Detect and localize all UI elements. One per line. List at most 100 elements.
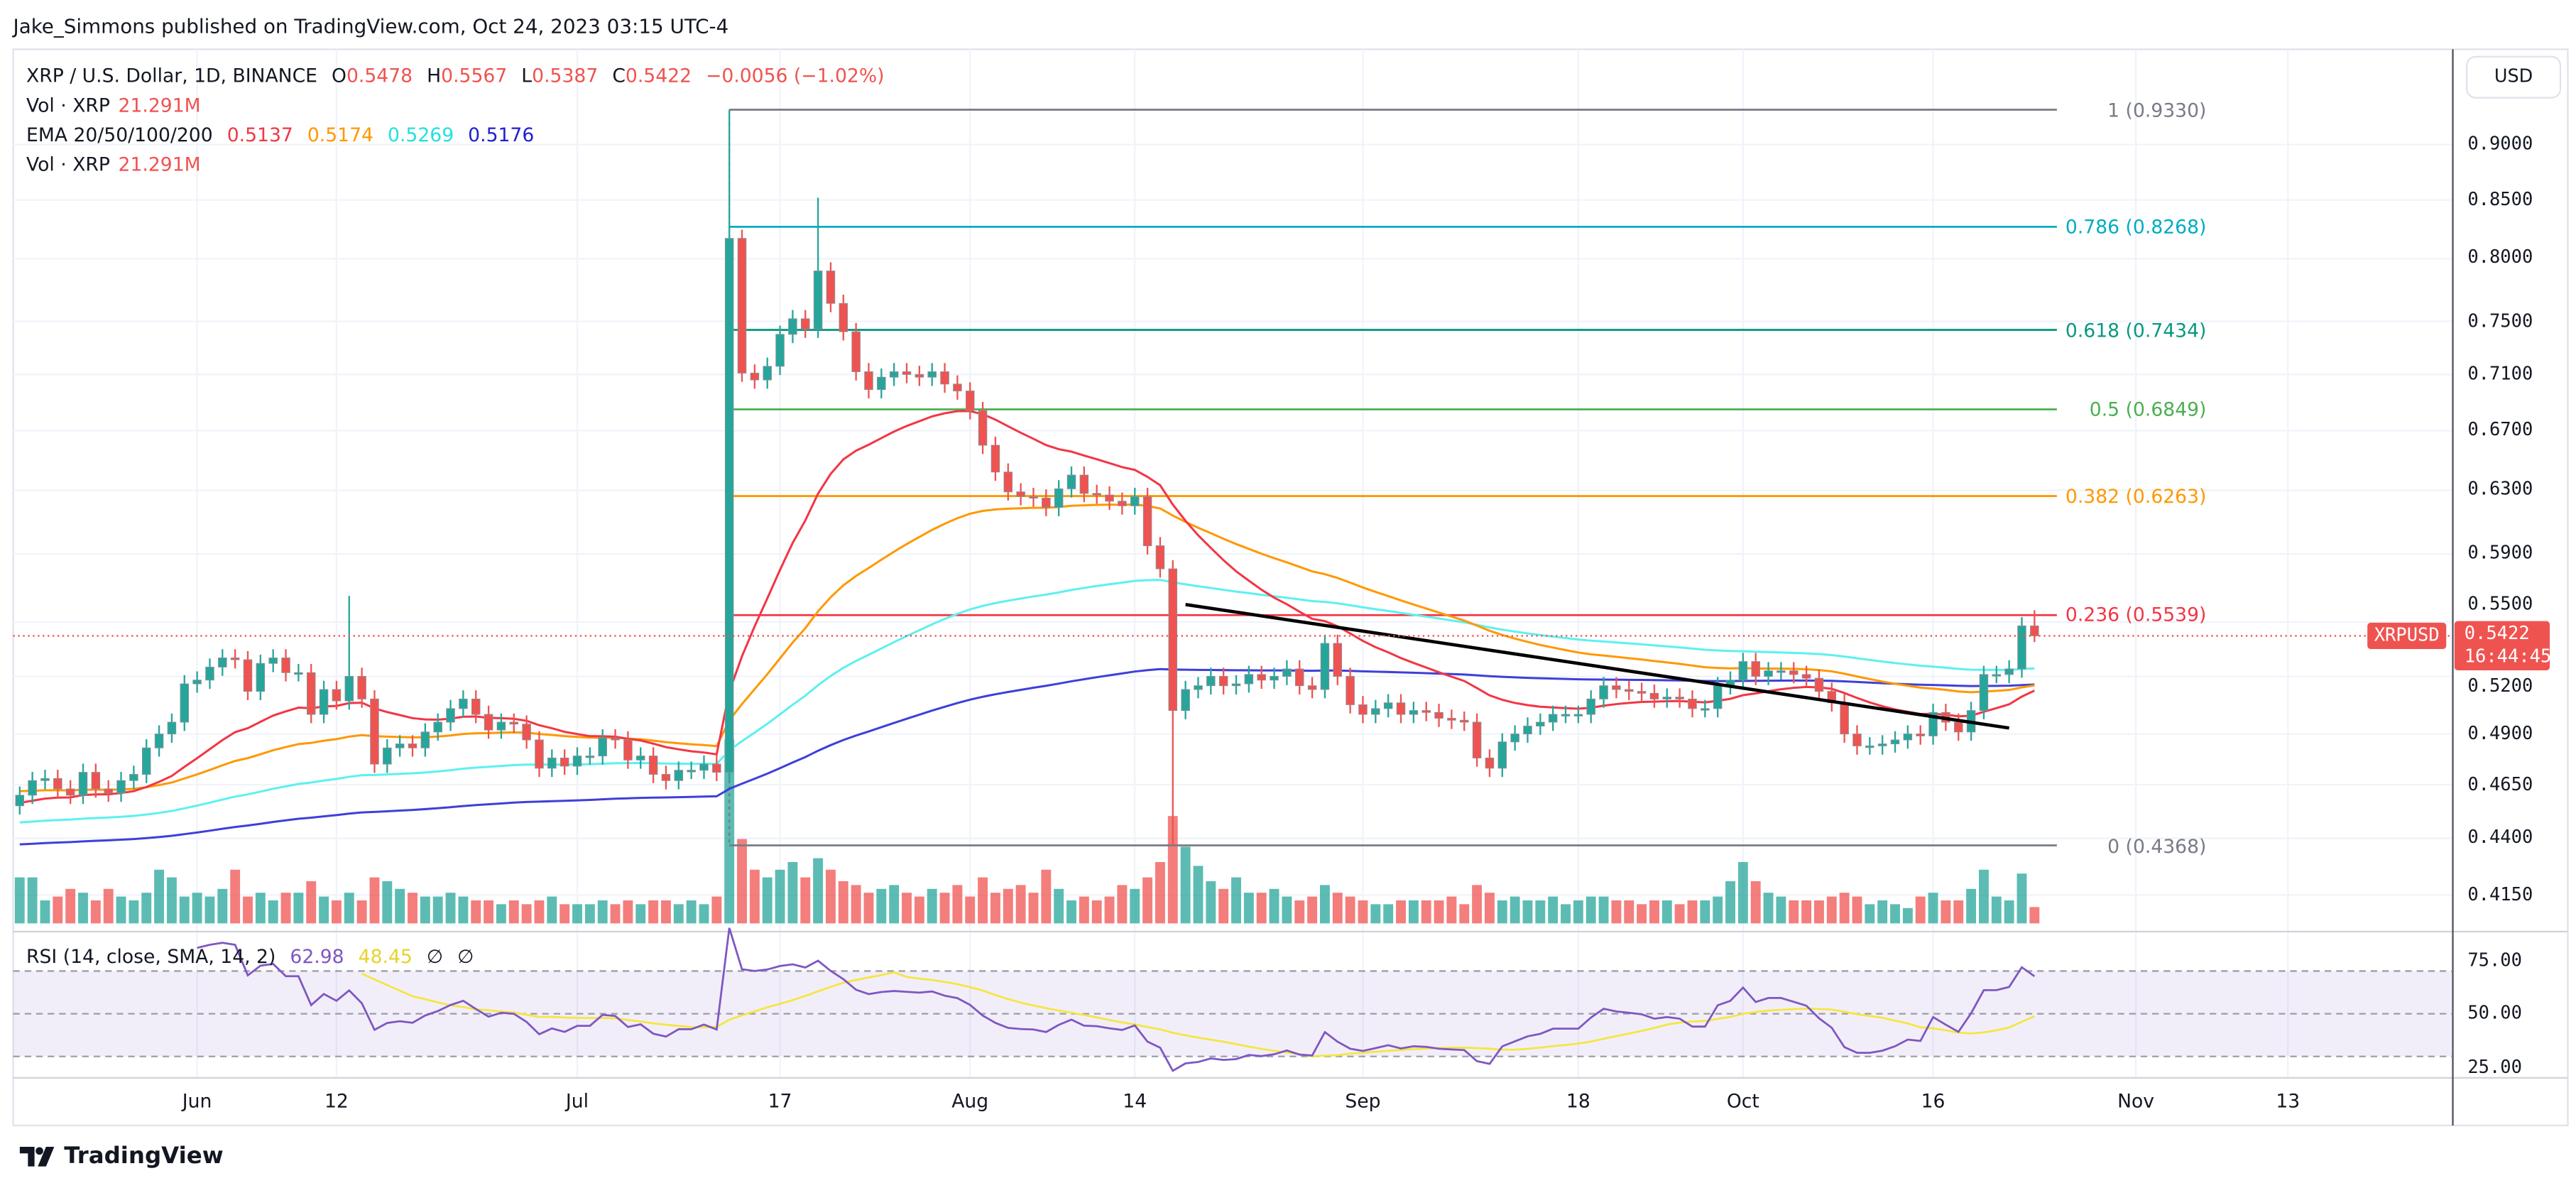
volume-bar: [597, 900, 608, 924]
volume-bar: [369, 877, 380, 924]
candle-body: [915, 374, 924, 378]
volume-bar: [255, 893, 266, 924]
candle-body: [1218, 676, 1228, 687]
volume-bar: [1750, 881, 1761, 924]
candle-body: [1649, 692, 1659, 699]
candle: [813, 197, 823, 338]
time-tick-label: Oct: [1726, 1089, 1759, 1113]
candle: [104, 780, 113, 802]
rsi-tick-label: 25.00: [2467, 1055, 2522, 1077]
volume-bar: [1243, 893, 1254, 924]
volume-bar: [1459, 904, 1470, 924]
volume-bar: [1586, 896, 1596, 924]
candle-body: [560, 757, 569, 767]
candle: [572, 747, 582, 775]
candle: [1561, 705, 1571, 724]
open-label: O: [331, 64, 346, 87]
volume-bar: [1522, 900, 1533, 924]
candle-body: [1244, 674, 1254, 685]
volume-bar: [635, 904, 646, 924]
volume-bar: [471, 900, 481, 924]
candle: [1092, 484, 1101, 504]
candle-body: [357, 676, 366, 699]
candle-body: [1662, 697, 1672, 699]
volume-bar: [1319, 885, 1330, 924]
candle: [141, 739, 151, 783]
price-tick-label: 0.5500: [2467, 593, 2533, 615]
low-value: 0.5387: [532, 64, 599, 87]
candle-body: [712, 763, 721, 773]
change-value: −0.0056 (−1.02%): [706, 64, 885, 87]
volume-bar: [1991, 896, 2002, 924]
candle: [243, 650, 253, 700]
candle: [1231, 675, 1241, 695]
candle-body: [839, 303, 848, 332]
candle-body: [1409, 710, 1419, 715]
candle-body: [1257, 674, 1266, 681]
volume-bar: [445, 893, 456, 924]
volume-bar: [1003, 888, 1013, 924]
candle: [535, 731, 544, 778]
candle: [547, 749, 557, 778]
candle-body: [1688, 698, 1697, 709]
candle: [1472, 713, 1482, 767]
candle-body: [484, 714, 493, 731]
volume-bar: [1180, 846, 1191, 924]
candle-body: [851, 331, 861, 372]
candle: [2017, 617, 2026, 678]
volume-bar: [1421, 900, 1431, 924]
rsi-label: RSI (14, close, SMA, 14, 2): [26, 944, 276, 968]
volume-bar: [547, 896, 557, 924]
candle: [623, 731, 633, 769]
volume-bar: [382, 881, 393, 924]
candle: [724, 109, 734, 781]
volume-bar: [1573, 900, 1583, 924]
candle-body: [990, 445, 1000, 473]
volume-bar: [420, 896, 430, 924]
volume-legend[interactable]: Vol · XRP 21.291M: [26, 94, 209, 116]
candle-body: [1738, 661, 1748, 681]
candle: [648, 747, 658, 783]
volume-bar: [1890, 904, 1900, 924]
candle-body: [1371, 708, 1380, 715]
candle-body: [192, 680, 202, 685]
volume-bar: [1218, 888, 1229, 924]
candle: [1612, 677, 1621, 699]
symbol-legend[interactable]: XRP / U.S. Dollar, 1D, BINANCE O0.5478 H…: [26, 64, 893, 87]
volume-bar: [787, 861, 798, 924]
candle: [1346, 667, 1355, 714]
candle: [1573, 705, 1583, 724]
tradingview-logo-icon: [19, 1147, 55, 1167]
candle: [1447, 709, 1456, 729]
volume-bar: [1028, 893, 1039, 924]
candle: [1764, 662, 1773, 685]
candle-body: [1625, 689, 1634, 692]
candle-body: [218, 658, 227, 667]
volume-legend-2[interactable]: Vol · XRP 21.291M: [26, 153, 209, 175]
candle: [763, 357, 772, 389]
candle: [560, 749, 569, 775]
candle-body: [420, 731, 430, 748]
volume-bar: [838, 881, 848, 924]
currency-button[interactable]: USD: [2466, 55, 2562, 99]
trendline: [1185, 603, 2009, 730]
tradingview-logo[interactable]: TradingView: [19, 1143, 224, 1170]
time-tick-label: Jul: [565, 1089, 589, 1113]
candle-body: [737, 238, 747, 374]
candle: [889, 363, 899, 386]
candle: [1181, 680, 1190, 719]
candle: [306, 664, 316, 724]
candle-body: [611, 737, 620, 741]
volume-bar: [356, 900, 367, 924]
candle-body: [1510, 734, 1519, 743]
ema-legend[interactable]: EMA 20/50/100/200 0.5137 0.5174 0.5269 0…: [26, 124, 542, 146]
candle: [1789, 662, 1799, 684]
candle: [1029, 487, 1038, 507]
rsi-legend[interactable]: RSI (14, close, SMA, 14, 2) 62.98 48.45 …: [26, 944, 482, 967]
candle-body: [129, 774, 138, 781]
candle: [1142, 487, 1152, 555]
candle-body: [1675, 697, 1684, 699]
candle-body: [1016, 491, 1025, 497]
volume-bar: [1370, 904, 1381, 924]
